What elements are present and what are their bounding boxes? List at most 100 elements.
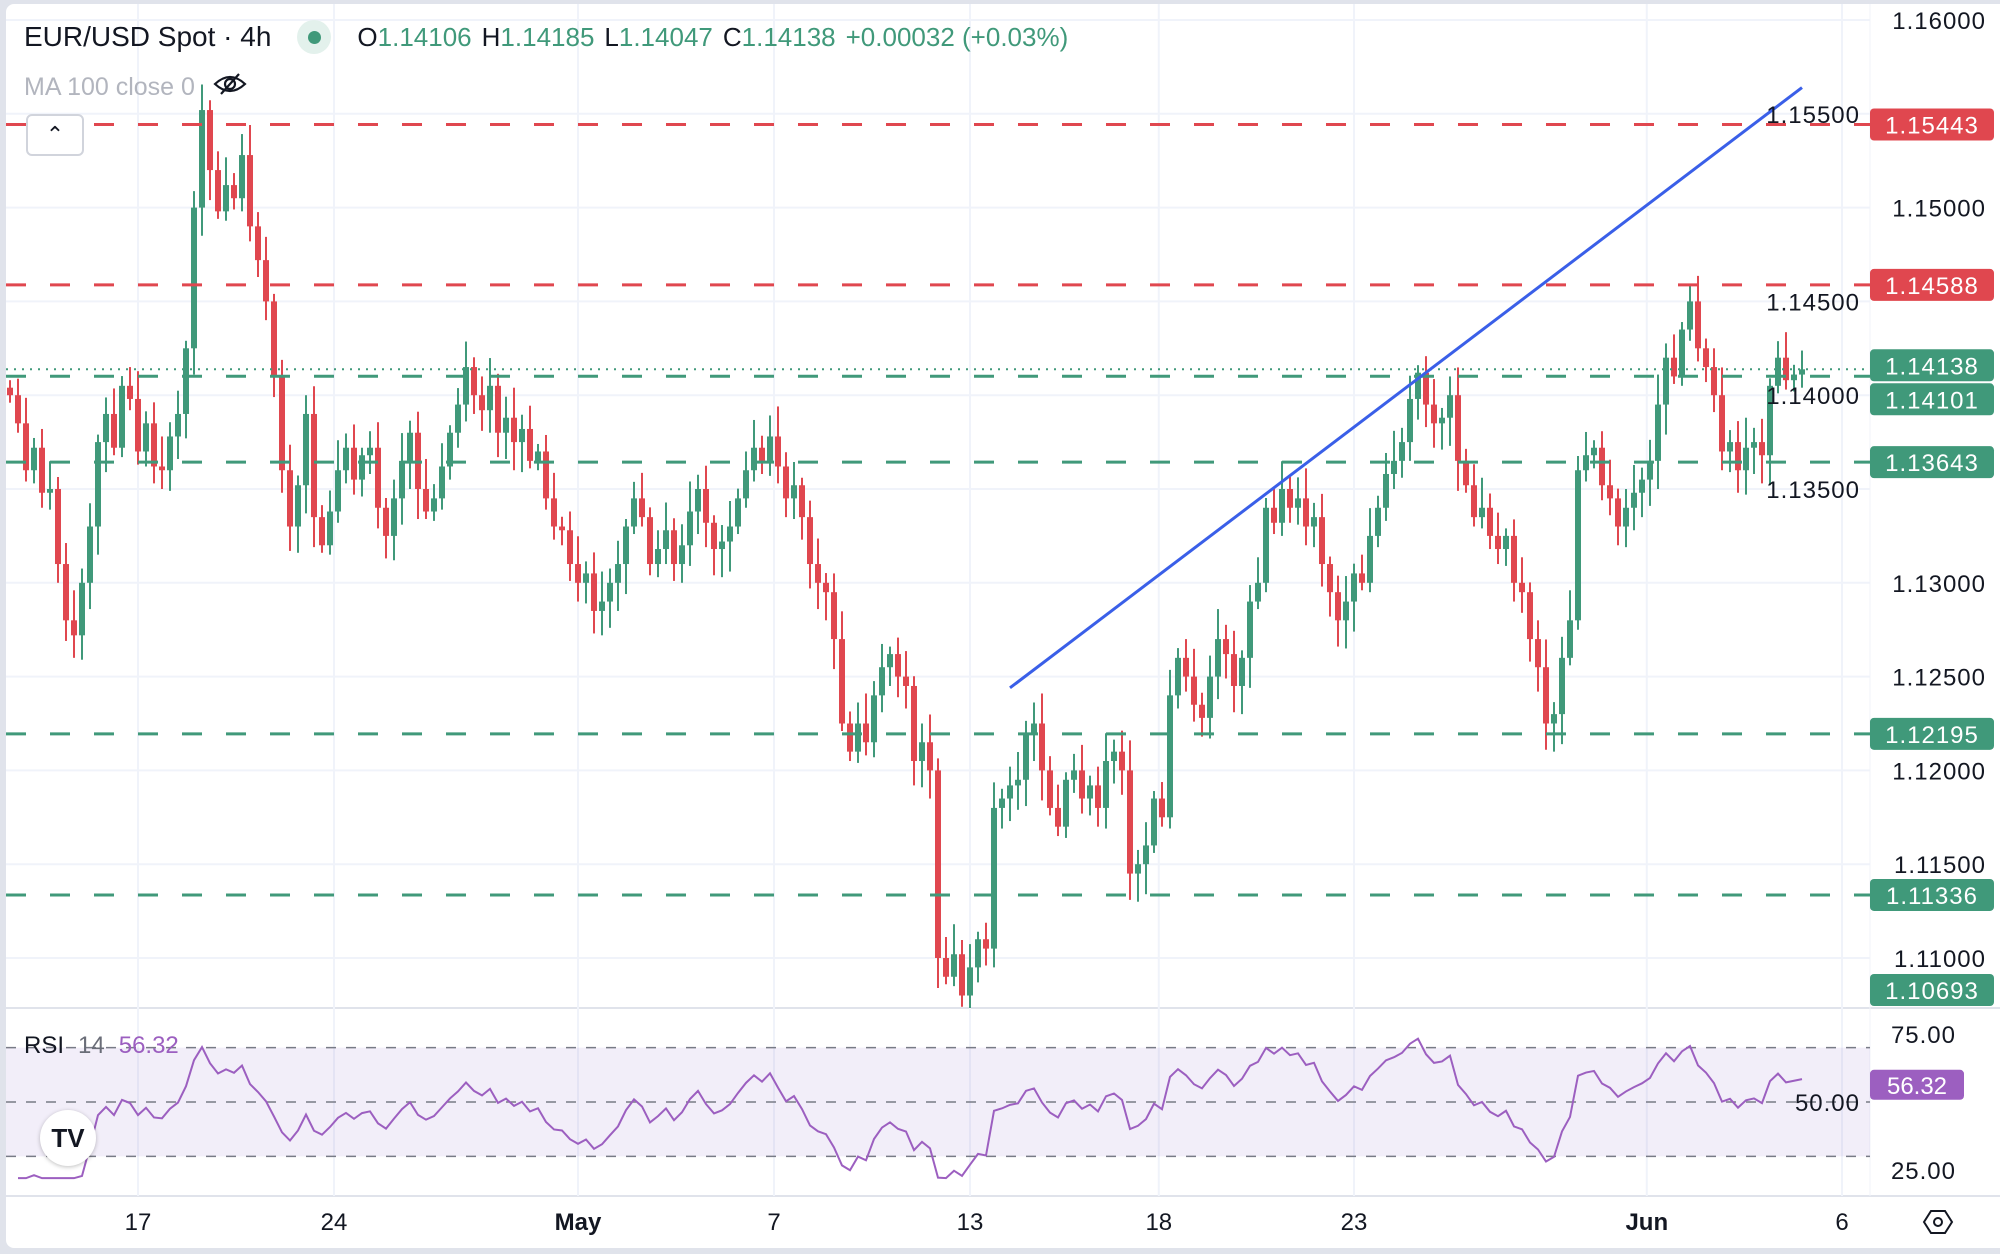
candle	[807, 500, 813, 589]
candle-body	[1575, 470, 1581, 621]
candle-body	[367, 447, 373, 456]
candle	[927, 714, 933, 799]
candle	[743, 451, 749, 508]
candle	[1503, 528, 1509, 566]
candle	[1495, 512, 1501, 565]
candle	[1463, 448, 1469, 493]
candle-body	[911, 685, 917, 762]
candle	[1183, 639, 1189, 692]
candle-body	[591, 573, 597, 611]
price-chart[interactable]: 17 24 May 7 13 18 23 Jun 6 1.16000 1.15500 1.15000 1…	[6, 4, 2000, 1248]
candle-body	[551, 498, 557, 527]
symbol-title[interactable]: EUR/USD Spot · 4h	[24, 21, 272, 52]
candle	[1271, 489, 1277, 535]
y-tick-label: 1.16000	[1892, 8, 1986, 35]
candle-body	[767, 436, 773, 461]
candle-body	[871, 695, 877, 743]
candle-body	[615, 564, 621, 583]
candle-body	[1015, 779, 1021, 786]
candle	[1751, 427, 1757, 474]
candle-body	[1119, 751, 1125, 771]
candle-body	[1295, 498, 1301, 508]
candle-body	[207, 110, 213, 171]
eye-off-icon[interactable]	[213, 72, 247, 103]
candle	[623, 519, 629, 595]
candle-body	[1391, 460, 1397, 474]
price-tag-support-text: 1.12195	[1885, 722, 1979, 749]
candle-body	[1103, 761, 1109, 808]
collapse-legend-button[interactable]: ⌃	[26, 114, 84, 156]
candle	[847, 711, 853, 762]
candle	[1247, 585, 1253, 688]
candle-body	[1175, 657, 1181, 696]
candle	[1703, 338, 1709, 383]
x-tick-label: 6	[1835, 1209, 1848, 1236]
candle	[199, 84, 205, 236]
candle	[1687, 284, 1693, 341]
candle-body	[71, 620, 77, 636]
candle	[1063, 772, 1069, 838]
candle	[183, 340, 189, 439]
candle-body	[1607, 485, 1613, 499]
settings-icon[interactable]	[1922, 1210, 1954, 1234]
candle-body	[311, 413, 317, 518]
candle	[127, 367, 133, 411]
x-tick-label: 17	[125, 1209, 152, 1236]
candle	[207, 100, 213, 201]
candle	[815, 538, 821, 610]
candle	[1631, 464, 1637, 531]
candle	[1791, 364, 1797, 392]
last-price-tag-bg	[1870, 349, 1994, 382]
candle	[1047, 756, 1053, 816]
candle-body	[447, 432, 453, 467]
candle	[1647, 439, 1653, 506]
candle-body	[1447, 395, 1453, 418]
candle	[535, 443, 541, 471]
candle	[631, 481, 637, 535]
candle	[1359, 554, 1365, 591]
candle	[783, 452, 789, 518]
candle-body	[1007, 785, 1013, 799]
last-price-tag-text: 1.14138	[1885, 353, 1979, 380]
candle-body	[471, 367, 477, 396]
candle	[1487, 493, 1493, 550]
candle	[7, 380, 13, 403]
market-status-icon	[297, 20, 332, 54]
candle-body	[1367, 535, 1373, 583]
x-tick-label: 23	[1341, 1209, 1368, 1236]
price-tag-resistance-bg	[1870, 268, 1994, 301]
candle-body	[535, 451, 541, 461]
candle	[1159, 782, 1165, 827]
rsi-period: 14	[78, 1032, 105, 1059]
candle-body	[399, 460, 405, 499]
candle	[1711, 348, 1717, 413]
candle	[839, 611, 845, 732]
ohlc-close: C1.14138	[722, 21, 836, 52]
candle	[695, 474, 701, 535]
candle	[1143, 822, 1149, 895]
tradingview-logo[interactable]: TV	[40, 1110, 96, 1166]
candle-body	[815, 564, 821, 583]
candle	[1423, 356, 1429, 428]
candle-body	[1439, 417, 1445, 424]
rsi-value-tag: 56.32	[1870, 1069, 1964, 1100]
candle-body	[975, 939, 981, 968]
candle-body	[967, 967, 973, 996]
candle-body	[527, 428, 533, 461]
rsi-legend[interactable]: RSI 14 56.32	[24, 1032, 179, 1060]
candle	[1471, 464, 1477, 527]
candle	[615, 540, 621, 611]
candle-body	[1023, 732, 1029, 780]
candle	[1759, 418, 1765, 484]
candle-body	[199, 110, 205, 208]
price-tag-resistance-text: 1.14588	[1885, 273, 1979, 300]
candle	[1071, 753, 1077, 793]
candle-body	[1519, 582, 1525, 593]
ma-indicator-legend[interactable]: MA 100 close 0	[24, 72, 247, 103]
candle-body	[1791, 374, 1797, 381]
candle-body	[1327, 564, 1333, 593]
candle	[527, 405, 533, 469]
candle-body	[1663, 357, 1669, 405]
candle-body	[783, 466, 789, 499]
candle-body	[1655, 404, 1661, 461]
